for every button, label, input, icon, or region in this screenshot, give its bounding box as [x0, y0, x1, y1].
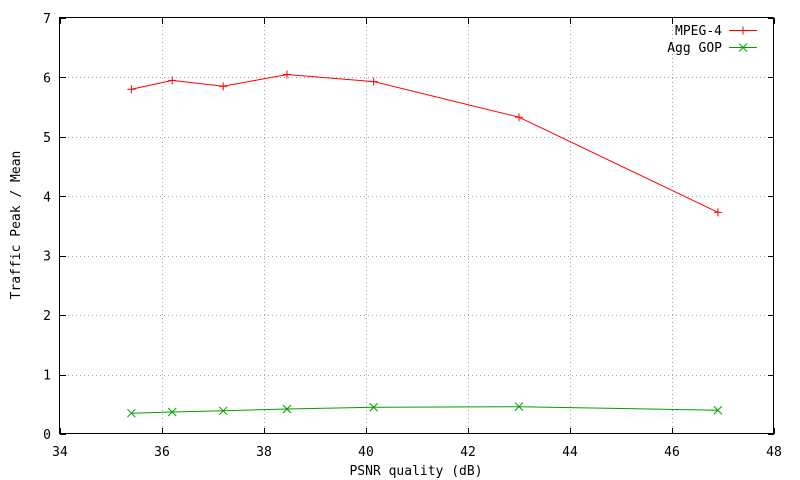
- y-tick-label: 1: [43, 369, 51, 384]
- x-tick-label: 46: [664, 445, 680, 460]
- data-point: [127, 85, 136, 94]
- y-axis-title: Traffic Peak / Mean: [9, 151, 24, 300]
- series-line: [131, 73, 719, 213]
- x-tick-label: 48: [766, 445, 782, 460]
- data-point: [713, 208, 722, 217]
- data-point: [127, 408, 136, 418]
- data-point: [167, 407, 177, 417]
- y-tick-label: 2: [43, 309, 51, 324]
- series-layer: [127, 70, 723, 418]
- legend-label: MPEG-4: [675, 24, 722, 39]
- y-tick-label: 0: [43, 428, 51, 443]
- x-tick-label: 42: [460, 445, 476, 460]
- legend-label: Agg GOP: [667, 41, 722, 56]
- x-axis-title: PSNR quality (dB): [349, 464, 482, 479]
- x-tick-label: 36: [154, 445, 170, 460]
- series-0: [127, 70, 722, 217]
- data-point: [282, 404, 292, 414]
- y-tick-label: 5: [43, 131, 51, 146]
- data-point: [282, 70, 291, 79]
- grid-lines: [60, 18, 774, 434]
- data-point: [369, 77, 378, 86]
- data-point: [515, 113, 523, 122]
- x-tick-label: 34: [52, 445, 68, 460]
- legend-marker: [739, 26, 747, 35]
- x-tick-label: 38: [256, 445, 272, 460]
- y-tick-label: 6: [43, 71, 51, 86]
- data-point: [713, 405, 723, 415]
- y-tick-label: 7: [43, 12, 51, 27]
- x-tick-label: 44: [562, 445, 578, 460]
- x-tick-label: 40: [358, 445, 374, 460]
- y-tick-label: 3: [43, 250, 51, 265]
- data-point: [218, 406, 228, 416]
- y-tick-label: 4: [43, 190, 51, 205]
- series-1: [127, 402, 723, 418]
- legend: MPEG-4 Agg GOP: [667, 24, 757, 56]
- data-point: [168, 76, 177, 85]
- data-point: [369, 402, 379, 412]
- legend-marker: [738, 43, 748, 52]
- plot-frame: [59, 17, 774, 434]
- data-point: [514, 402, 524, 412]
- data-point: [219, 82, 228, 91]
